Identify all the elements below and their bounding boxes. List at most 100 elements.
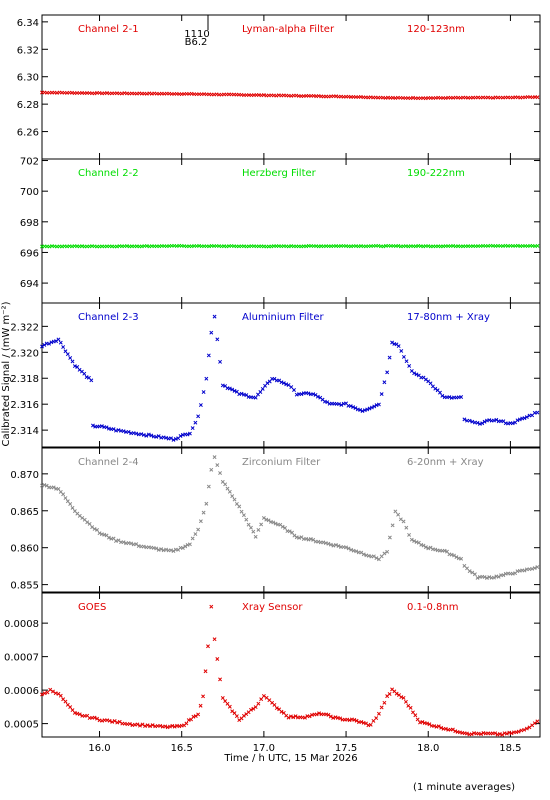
data-point: [196, 414, 201, 419]
data-point: [230, 494, 235, 499]
data-point: [354, 549, 359, 554]
data-point: [232, 497, 237, 502]
data-point: [196, 712, 201, 717]
data-point: [68, 502, 73, 506]
data-point: [535, 243, 540, 248]
data-point: [407, 364, 412, 368]
data-point: [315, 394, 320, 399]
data-point: [215, 657, 220, 661]
data-point: [149, 433, 154, 438]
x-tick-label: 17.0: [253, 743, 275, 754]
data-point: [209, 604, 214, 609]
data-point: [266, 518, 271, 523]
data-point: [253, 705, 258, 710]
data-point: [169, 436, 173, 441]
data-point: [522, 416, 527, 421]
data-point: [367, 406, 372, 411]
data-point: [232, 711, 237, 716]
data-point: [164, 547, 169, 552]
data-point: [114, 428, 118, 433]
data-point: [215, 463, 220, 468]
data-point: [111, 427, 116, 432]
data-point: [358, 408, 363, 412]
data-point: [193, 532, 198, 536]
data-point: [421, 543, 426, 548]
data-point: [376, 711, 381, 716]
data-point: [339, 403, 344, 407]
panel-label: Channel 2-3: [78, 312, 139, 323]
data-point: [321, 540, 326, 545]
data-point: [40, 692, 44, 697]
data-point: [532, 566, 537, 571]
data-point: [292, 388, 296, 392]
data-point: [433, 386, 438, 391]
panel-label: Channel 2-2: [78, 168, 139, 179]
data-point: [470, 570, 475, 575]
data-point: [171, 437, 176, 442]
data-point: [404, 359, 409, 364]
data-point: [45, 690, 50, 695]
data-point: [382, 380, 387, 385]
data-point: [337, 402, 341, 406]
y-tick-label: 0.0008: [4, 619, 39, 630]
data-point: [360, 409, 365, 414]
data-point: [501, 573, 506, 578]
data-point: [92, 715, 97, 720]
data-point: [246, 522, 251, 527]
data-point: [63, 496, 68, 500]
y-tick-label: 6.32: [17, 45, 39, 56]
data-point: [178, 434, 183, 438]
data-point: [287, 529, 292, 534]
data-point: [306, 391, 311, 396]
x-tick-label: 17.5: [335, 743, 357, 754]
panel-frame: [41, 302, 541, 448]
data-point: [141, 544, 146, 549]
panel-5: 0.0005 0.0006 0.0007 0.0008 GOES Xray Sensor 0…: [4, 592, 541, 738]
data-point: [190, 536, 195, 541]
data-point: [396, 512, 401, 517]
data-point: [535, 719, 540, 724]
data-point: [328, 542, 333, 547]
panel-2: 694 696 698 700 702 Channel 2-2 Herzberg Filte…: [20, 157, 541, 304]
data-point: [206, 644, 210, 649]
data-point: [212, 314, 217, 319]
data-point: [234, 714, 239, 719]
data-point: [311, 392, 316, 397]
panel-label: 120-123nm: [407, 24, 465, 35]
data-point: [204, 376, 209, 381]
data-point: [299, 392, 304, 397]
data-point: [144, 433, 149, 438]
data-point: [70, 505, 75, 510]
data-point: [365, 407, 370, 412]
data-point: [336, 544, 341, 548]
panel-4: 0.855 0.860 0.865 0.870 Channel 2-4 Zirconium…: [10, 447, 541, 593]
data-point: [42, 691, 47, 696]
data-point: [401, 354, 406, 359]
data-point: [154, 434, 159, 439]
data-point: [232, 388, 237, 393]
data-point: [326, 712, 331, 717]
data-point: [443, 726, 448, 731]
data-point: [423, 545, 428, 550]
data-point: [288, 714, 293, 719]
panel-label: Lyman-alpha Filter: [242, 24, 335, 35]
data-point: [409, 537, 414, 542]
footnote: (1 minute averages): [413, 782, 515, 793]
data-point: [504, 731, 509, 736]
data-point: [379, 392, 384, 397]
y-axis-label: Calibrated Signal / (mW m⁻²): [1, 301, 12, 446]
data-point: [470, 419, 475, 424]
data-point: [307, 714, 312, 719]
data-point: [201, 390, 206, 394]
data-point: [396, 344, 401, 349]
data-point: [251, 529, 256, 534]
data-point: [368, 722, 373, 727]
data-point: [393, 509, 398, 514]
data-point: [459, 556, 464, 561]
data-point: [317, 711, 322, 716]
data-point: [145, 723, 150, 728]
data-point: [338, 716, 343, 721]
data-point: [438, 390, 442, 395]
data-point: [484, 576, 489, 581]
data-point: [104, 425, 109, 430]
